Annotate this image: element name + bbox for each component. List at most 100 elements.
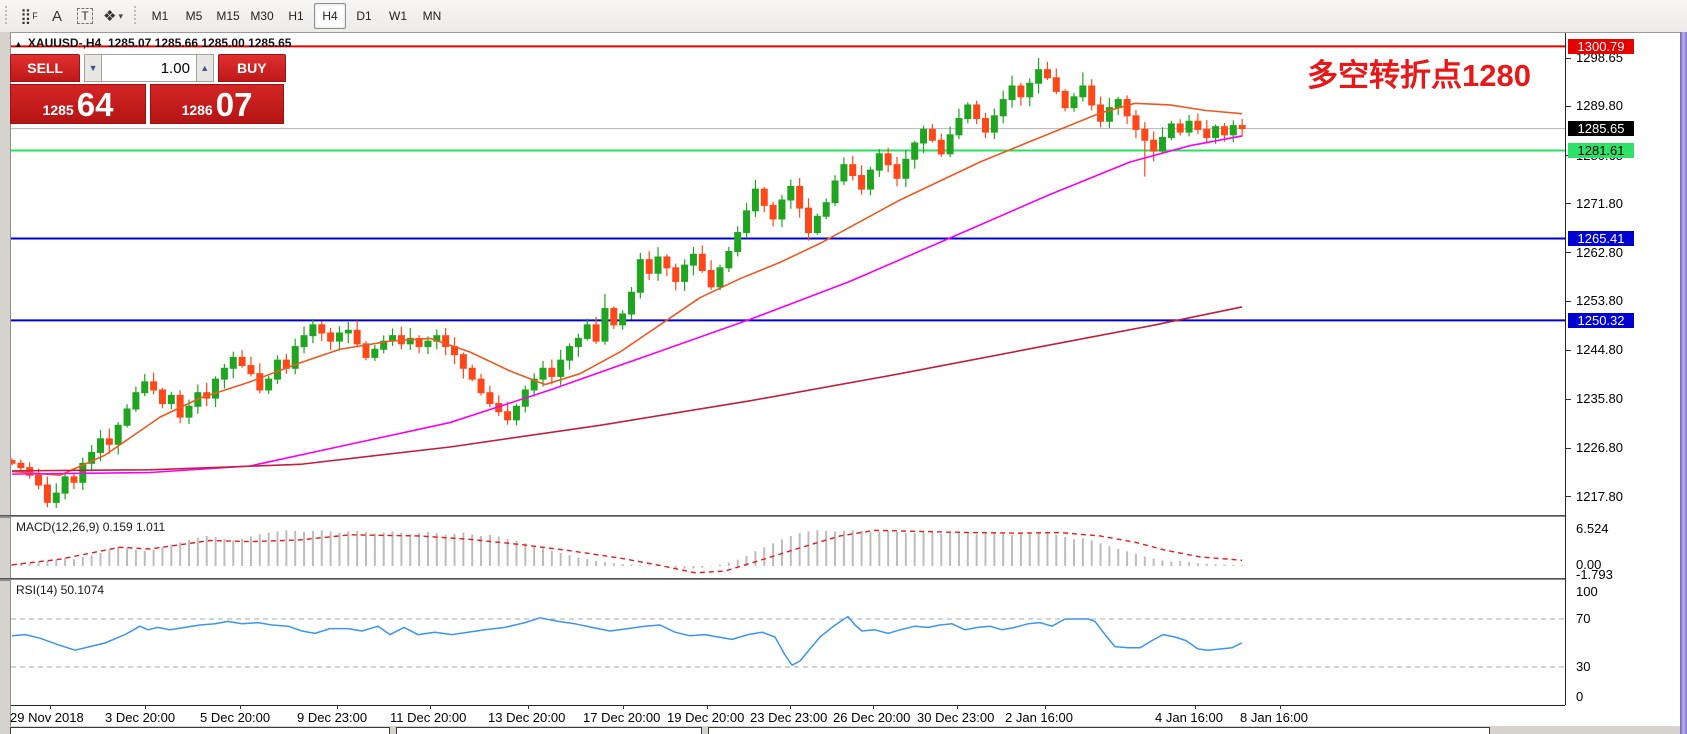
price-tick-mark [1566,447,1571,449]
price-scale[interactable]: 1298.651289.801280.651271.801262.801253.… [1565,33,1681,705]
pane-separator[interactable] [0,578,1680,581]
timeframe-button-h1[interactable]: H1 [288,9,304,23]
chevron-down-icon: ▼ [88,63,98,73]
price-tick-mark [1566,300,1571,302]
time-tick-label: 4 Jan 16:00 [1155,710,1223,725]
rsi-tick-label: 100 [1576,584,1598,599]
time-scale[interactable]: 29 Nov 2018 3 Dec 20:00 5 Dec 20:00 9 Dec 2… [10,705,1565,727]
time-tick-label: 5 Dec 20:00 [200,710,271,725]
time-tick-mark [240,705,241,709]
volume-increase-button[interactable]: ▲ [195,54,214,82]
time-tick-label: 26 Dec 20:00 [833,710,911,725]
price-tick-mark [1566,252,1571,254]
time-tick-mark [1195,705,1196,709]
time-tick-label: 3 Dec 20:00 [105,710,176,725]
rsi-chart[interactable] [11,580,1565,705]
rsi-pane[interactable]: RSI(14) 50.1074 [11,580,1565,705]
price-badge: 1265.41 [1568,230,1634,246]
time-tick-label: 30 Dec 23:00 [917,710,995,725]
macd-tick-label: 0.00 [1576,557,1602,572]
time-tick-label: 19 Dec 20:00 [667,710,745,725]
time-tick-label: 11 Dec 20:00 [390,710,467,725]
timeframe-toolbar: M1 M5 M15 M30 H1 H4 D1 W1 MN [144,3,448,29]
toolbar-icons: ⣿ F A T ❖ ▾ [15,3,127,29]
chart-tabs-strip[interactable] [0,726,1687,734]
pane-separator[interactable] [0,515,1680,518]
text-box-icon[interactable]: T [71,3,99,29]
price-badge: 1250.32 [1568,312,1634,328]
volume-input[interactable] [101,54,196,82]
timeframe-button-d1[interactable]: D1 [356,9,372,23]
symbol-period-label: XAUUSD-,H4 [27,36,102,50]
toolbar-grip[interactable] [4,6,9,26]
buy-price-display[interactable]: 1286 07 [150,84,284,124]
macd-pane[interactable]: MACD(12,26,9) 0.159 1.011 [11,517,1565,578]
buy-button[interactable]: BUY [217,54,286,82]
price-tick-label: 1262.80 [1576,244,1623,260]
volume-decrease-button[interactable]: ▼ [84,54,102,82]
rsi-label: RSI(14) 50.1074 [16,583,105,597]
macd-chart[interactable] [11,517,1565,578]
time-tick-mark [1045,705,1046,709]
timeframe-button-m30[interactable]: M30 [250,9,274,23]
rsi-tick-label: 70 [1576,611,1591,626]
ohlc-readout: 1285.07 1285.66 1285.00 1285.65 [107,36,292,50]
price-tick-mark [1566,496,1571,498]
timeframe-button-m1[interactable]: M1 [151,9,169,23]
chevron-up-icon: ▲ [200,63,210,73]
rsi-tick-label: 30 [1576,659,1591,674]
price-tick-label: 1235.80 [1576,391,1623,407]
price-tick-label: 1271.80 [1576,195,1623,211]
timeframe-button-m15[interactable]: M15 [216,9,240,23]
time-tick-mark [337,705,338,709]
price-tick-label: 1217.80 [1576,488,1623,504]
time-tick-mark [790,705,791,709]
candlestick-chart[interactable] [11,33,1565,515]
chart-annotation-text: 多空转折点1280 [1307,58,1531,93]
timeframe-button-mn[interactable]: MN [422,9,442,23]
indicator-grid-icon[interactable]: ⣿ F [20,8,38,25]
time-tick-mark [50,705,51,709]
toolbar: ⣿ F A T ❖ ▾ M1 M5 M15 M30 H1 H4 D1 W1 MN [0,0,1687,33]
time-tick-mark [873,705,874,709]
timeframe-button-w1[interactable]: W1 [389,9,407,23]
price-tick-mark [1566,105,1571,107]
price-tick-label: 1244.80 [1576,342,1623,358]
sell-button[interactable]: SELL [10,54,81,82]
toolbar-grip[interactable] [133,6,138,26]
sell-price-small: 1285 [42,102,74,118]
one-click-trading-panel: SELL ▼ ▲ BUY 1285 64 1286 07 [10,54,286,124]
price-tick-mark [1566,203,1571,205]
time-tick-label: 2 Jan 16:00 [1005,710,1073,725]
time-tick-label: 13 Dec 20:00 [488,710,566,725]
macd-label: MACD(12,26,9) 0.159 1.011 [16,520,166,534]
price-badge: 1285.65 [1568,121,1634,137]
price-tick-label: 1253.80 [1576,293,1623,309]
chart-title: ▲ XAUUSD-,H4 1285.07 1285.66 1285.00 1285… [14,36,291,50]
buy-price-big: 07 [215,86,253,123]
sell-price-big: 64 [76,86,114,123]
macd-tick-label: 6.524 [1576,521,1609,536]
rsi-tick-label: 0 [1576,689,1584,704]
buy-price-small: 1286 [181,102,213,118]
time-tick-label: 8 Jan 16:00 [1240,710,1308,725]
price-tick-label: 1226.80 [1576,440,1623,456]
timeframe-button-h4[interactable]: H4 [314,3,346,29]
price-badge: 1281.61 [1568,143,1634,158]
time-tick-mark [957,705,958,709]
text-a-icon[interactable]: A [51,7,62,25]
chart-tab[interactable] [708,727,1490,734]
window-edge [1680,32,1687,734]
price-tick-mark [1566,398,1571,400]
time-tick-mark [430,705,431,709]
time-tick-mark [623,705,624,709]
sell-price-display[interactable]: 1285 64 [10,84,146,124]
time-tick-label: 29 Nov 2018 [10,710,84,725]
chart-tab[interactable] [396,727,702,734]
chart-tab[interactable] [10,727,390,734]
time-tick-mark [1280,705,1281,709]
timeframe-button-m5[interactable]: M5 [185,9,203,23]
cursor-tool-icon[interactable]: ❖ ▾ [103,8,123,25]
price-tick-label: 1289.80 [1576,98,1623,114]
